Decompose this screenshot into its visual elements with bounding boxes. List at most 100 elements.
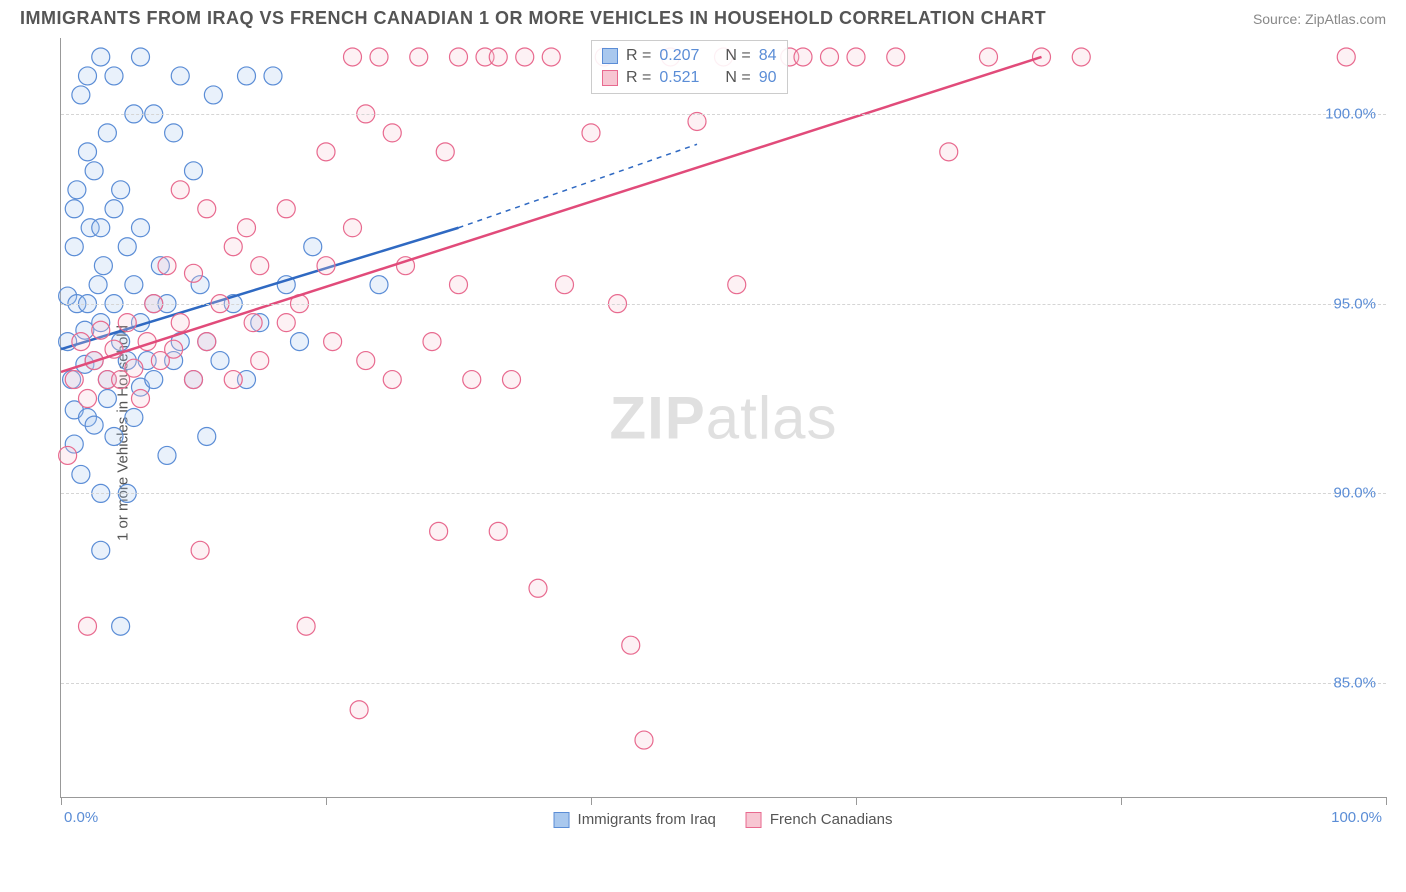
- x-tick: [326, 797, 327, 805]
- scatter-point: [350, 701, 368, 719]
- scatter-point: [450, 276, 468, 294]
- scatter-point: [251, 352, 269, 370]
- stats-swatch: [602, 48, 618, 64]
- scatter-point: [72, 333, 90, 351]
- stats-r-value: 0.521: [659, 69, 699, 87]
- scatter-point: [125, 409, 143, 427]
- scatter-point: [185, 371, 203, 389]
- scatter-point: [370, 276, 388, 294]
- scatter-point: [324, 333, 342, 351]
- scatter-point: [185, 264, 203, 282]
- bottom-legend: Immigrants from Iraq French Canadians: [554, 811, 893, 828]
- scatter-point: [1337, 48, 1355, 66]
- scatter-point: [489, 48, 507, 66]
- plot-area: ZIPatlas R =0.207N =84R =0.521N =90 85.0…: [60, 38, 1386, 798]
- stats-row: R =0.207N =84: [602, 45, 777, 67]
- scatter-point: [125, 359, 143, 377]
- scatter-point: [516, 48, 534, 66]
- x-tick: [61, 797, 62, 805]
- x-tick-label: 0.0%: [64, 809, 98, 826]
- scatter-point: [344, 48, 362, 66]
- legend-swatch: [746, 812, 762, 828]
- scatter-point: [132, 219, 150, 237]
- scatter-point: [1033, 48, 1051, 66]
- scatter-point: [238, 219, 256, 237]
- scatter-point: [125, 276, 143, 294]
- gridline-h: [61, 304, 1386, 305]
- scatter-point: [344, 219, 362, 237]
- scatter-point: [72, 465, 90, 483]
- scatter-point: [68, 181, 86, 199]
- scatter-point: [383, 124, 401, 142]
- scatter-point: [79, 67, 97, 85]
- scatter-point: [105, 200, 123, 218]
- stats-n-label: N =: [725, 69, 750, 87]
- legend-item: Immigrants from Iraq: [554, 811, 716, 828]
- scatter-point: [251, 257, 269, 275]
- y-tick-label: 95.0%: [1333, 295, 1376, 312]
- scatter-point: [72, 86, 90, 104]
- scatter-point: [410, 48, 428, 66]
- scatter-point: [463, 371, 481, 389]
- scatter-point: [224, 371, 242, 389]
- scatter-point: [821, 48, 839, 66]
- scatter-point: [728, 276, 746, 294]
- scatter-point: [165, 124, 183, 142]
- scatter-point: [317, 143, 335, 161]
- scatter-point: [85, 416, 103, 434]
- scatter-point: [118, 314, 136, 332]
- scatter-point: [847, 48, 865, 66]
- scatter-point: [85, 162, 103, 180]
- legend-swatch: [554, 812, 570, 828]
- scatter-point: [132, 48, 150, 66]
- gridline-h: [61, 493, 1386, 494]
- scatter-point: [297, 617, 315, 635]
- scatter-point: [1072, 48, 1090, 66]
- scatter-point: [489, 522, 507, 540]
- x-tick: [591, 797, 592, 805]
- scatter-point: [304, 238, 322, 256]
- scatter-point: [357, 352, 375, 370]
- scatter-point: [98, 124, 116, 142]
- scatter-point: [238, 67, 256, 85]
- scatter-point: [59, 446, 77, 464]
- scatter-point: [171, 314, 189, 332]
- scatter-point: [105, 427, 123, 445]
- source-label: Source: ZipAtlas.com: [1253, 11, 1386, 27]
- scatter-point: [105, 67, 123, 85]
- x-tick: [856, 797, 857, 805]
- scatter-point: [556, 276, 574, 294]
- scatter-point: [582, 124, 600, 142]
- scatter-point: [92, 219, 110, 237]
- scatter-point: [224, 238, 242, 256]
- scatter-point: [158, 257, 176, 275]
- scatter-point: [158, 446, 176, 464]
- scatter-point: [542, 48, 560, 66]
- scatter-point: [165, 340, 183, 358]
- scatter-point: [94, 257, 112, 275]
- scatter-point: [980, 48, 998, 66]
- scatter-point: [291, 333, 309, 351]
- scatter-point: [98, 390, 116, 408]
- scatter-point: [89, 276, 107, 294]
- scatter-point: [450, 48, 468, 66]
- scatter-point: [370, 48, 388, 66]
- stats-n-value: 84: [759, 47, 777, 65]
- scatter-point: [430, 522, 448, 540]
- scatter-point: [65, 200, 83, 218]
- y-tick-label: 100.0%: [1325, 105, 1376, 122]
- gridline-h: [61, 114, 1386, 115]
- scatter-point: [622, 636, 640, 654]
- scatter-point: [171, 67, 189, 85]
- legend-label: French Canadians: [770, 811, 893, 828]
- scatter-point: [529, 579, 547, 597]
- stats-legend-box: R =0.207N =84R =0.521N =90: [591, 40, 788, 94]
- scatter-point: [423, 333, 441, 351]
- scatter-point: [211, 352, 229, 370]
- scatter-point: [794, 48, 812, 66]
- scatter-point: [92, 48, 110, 66]
- legend-item: French Canadians: [746, 811, 893, 828]
- scatter-point: [198, 427, 216, 445]
- regression-line-dashed: [459, 144, 698, 227]
- scatter-point: [198, 333, 216, 351]
